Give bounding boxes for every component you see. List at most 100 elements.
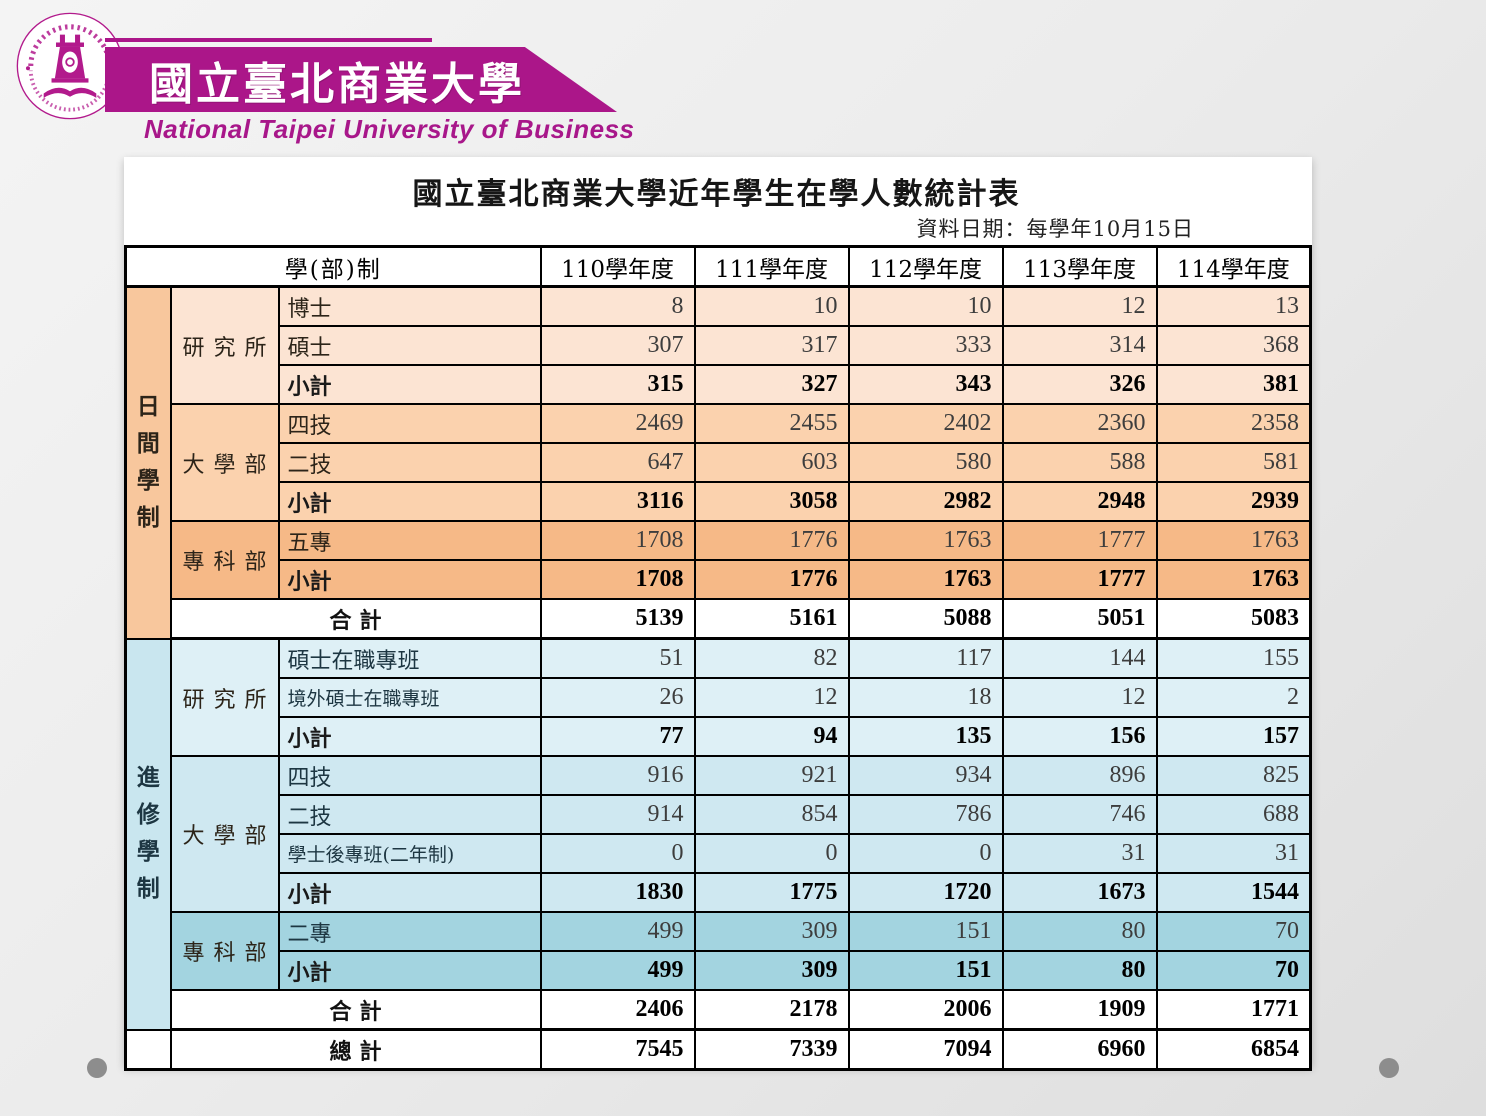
value-cell: 1830 (539, 872, 696, 913)
value-cell: 896 (1001, 755, 1158, 796)
section-total-label: 合計 (169, 598, 542, 640)
row-label: 二技 (277, 794, 542, 835)
value-cell: 31 (1155, 833, 1312, 874)
table-row: 小計 3116 3058 2982 2948 2939 (126, 481, 1312, 522)
value-cell: 309 (693, 911, 850, 952)
value-cell: 343 (847, 364, 1004, 405)
value-cell: 144 (1001, 637, 1158, 679)
seal-icon (16, 12, 124, 120)
section-total-label: 合計 (169, 989, 542, 1031)
value-cell: 151 (847, 950, 1004, 991)
value-cell: 647 (539, 442, 696, 483)
value-cell: 155 (1155, 637, 1312, 679)
value-cell: 8 (539, 285, 696, 327)
value-cell: 368 (1155, 325, 1312, 366)
value-cell: 2406 (539, 989, 696, 1031)
year-header: 113學年度 (1001, 245, 1158, 288)
value-cell: 2948 (1001, 481, 1158, 522)
row-label: 小計 (277, 364, 542, 405)
value-cell: 7545 (539, 1028, 696, 1071)
row-label: 五專 (277, 520, 542, 561)
value-cell: 326 (1001, 364, 1158, 405)
decorative-dot-right (1379, 1058, 1399, 1078)
value-cell: 135 (847, 716, 1004, 757)
value-cell: 157 (1155, 716, 1312, 757)
row-label: 小計 (277, 872, 542, 913)
table-row: 小計 499 309 151 80 70 (126, 950, 1312, 991)
value-cell: 117 (847, 637, 1004, 679)
value-cell: 3058 (693, 481, 850, 522)
dept-label: 研究所 (169, 285, 280, 405)
value-cell: 77 (539, 716, 696, 757)
value-cell: 0 (847, 833, 1004, 874)
report-title: 國立臺北商業大學近年學生在學人數統計表 (412, 177, 1021, 212)
division-label: 進修學制 (124, 637, 172, 1031)
value-cell: 786 (847, 794, 1004, 835)
value-cell: 80 (1001, 950, 1158, 991)
corner-header: 學(部)制 (124, 245, 542, 288)
value-cell: 6960 (1001, 1028, 1158, 1071)
value-cell: 1720 (847, 872, 1004, 913)
value-cell: 7339 (693, 1028, 850, 1071)
enrollment-statistics-table: 學(部)制 110學年度 111學年度 112學年度 113學年度 114學年度日間學制研… (124, 245, 1313, 1071)
value-cell: 2402 (847, 403, 1004, 444)
value-cell: 2455 (693, 403, 850, 444)
year-header: 110學年度 (539, 245, 696, 288)
value-cell: 499 (539, 911, 696, 952)
value-cell: 315 (539, 364, 696, 405)
value-cell: 688 (1155, 794, 1312, 835)
value-cell: 1708 (539, 520, 696, 561)
value-cell: 80 (1001, 911, 1158, 952)
value-cell: 0 (539, 833, 696, 874)
value-cell: 10 (847, 285, 1004, 327)
row-label: 小計 (277, 481, 542, 522)
value-cell: 921 (693, 755, 850, 796)
table-row: 學士後專班(二年制) 0 0 0 31 31 (126, 833, 1312, 874)
value-cell: 1763 (847, 559, 1004, 600)
value-cell: 0 (693, 833, 850, 874)
table-row: 境外碩士在職專班 26 12 18 12 2 (126, 677, 1312, 718)
value-cell: 1775 (693, 872, 850, 913)
value-cell: 854 (693, 794, 850, 835)
brand-banner: 國立臺北商業大學 (105, 47, 617, 112)
university-seal-logo (14, 10, 126, 122)
table-row: 二技 647 603 580 588 581 (126, 442, 1312, 483)
dept-label: 研究所 (169, 637, 280, 757)
value-cell: 934 (847, 755, 1004, 796)
value-cell: 1771 (1155, 989, 1312, 1031)
value-cell: 580 (847, 442, 1004, 483)
value-cell: 2006 (847, 989, 1004, 1031)
value-cell: 7094 (847, 1028, 1004, 1071)
table-row: 進修學制研究所 碩士在職專班 51 82 117 144 155 (124, 637, 1312, 1031)
value-cell: 1763 (1155, 520, 1312, 561)
value-cell: 5161 (693, 598, 850, 640)
value-cell: 1777 (1001, 559, 1158, 600)
value-cell: 10 (693, 285, 850, 327)
value-cell: 381 (1155, 364, 1312, 405)
table-row: 大學部 四技 2469 2455 2402 2360 2358 (126, 403, 1312, 522)
row-label: 境外碩士在職專班 (277, 677, 542, 718)
value-cell: 2982 (847, 481, 1004, 522)
value-cell: 1776 (693, 520, 850, 561)
value-cell: 825 (1155, 755, 1312, 796)
value-cell: 1544 (1155, 872, 1312, 913)
value-cell: 309 (693, 950, 850, 991)
value-cell: 5088 (847, 598, 1004, 640)
value-cell: 317 (693, 325, 850, 366)
value-cell: 914 (539, 794, 696, 835)
value-cell: 2469 (539, 403, 696, 444)
table-row: 小計 1830 1775 1720 1673 1544 (126, 872, 1312, 913)
table-row: 專科部 二專 499 309 151 80 70 (126, 911, 1312, 991)
row-label: 二專 (277, 911, 542, 952)
table-header-row: 學(部)制 110學年度 111學年度 112學年度 113學年度 114學年度 (124, 245, 1312, 288)
row-label: 小計 (277, 950, 542, 991)
row-label: 學士後專班(二年制) (277, 833, 542, 874)
row-label: 小計 (277, 716, 542, 757)
value-cell: 1763 (1155, 559, 1312, 600)
value-cell: 499 (539, 950, 696, 991)
row-label: 碩士在職專班 (277, 637, 542, 679)
decorative-dot-left (87, 1058, 107, 1078)
value-cell: 603 (693, 442, 850, 483)
table-row: 小計 77 94 135 156 157 (126, 716, 1312, 757)
university-name-zh: 國立臺北商業大學 (149, 58, 525, 110)
